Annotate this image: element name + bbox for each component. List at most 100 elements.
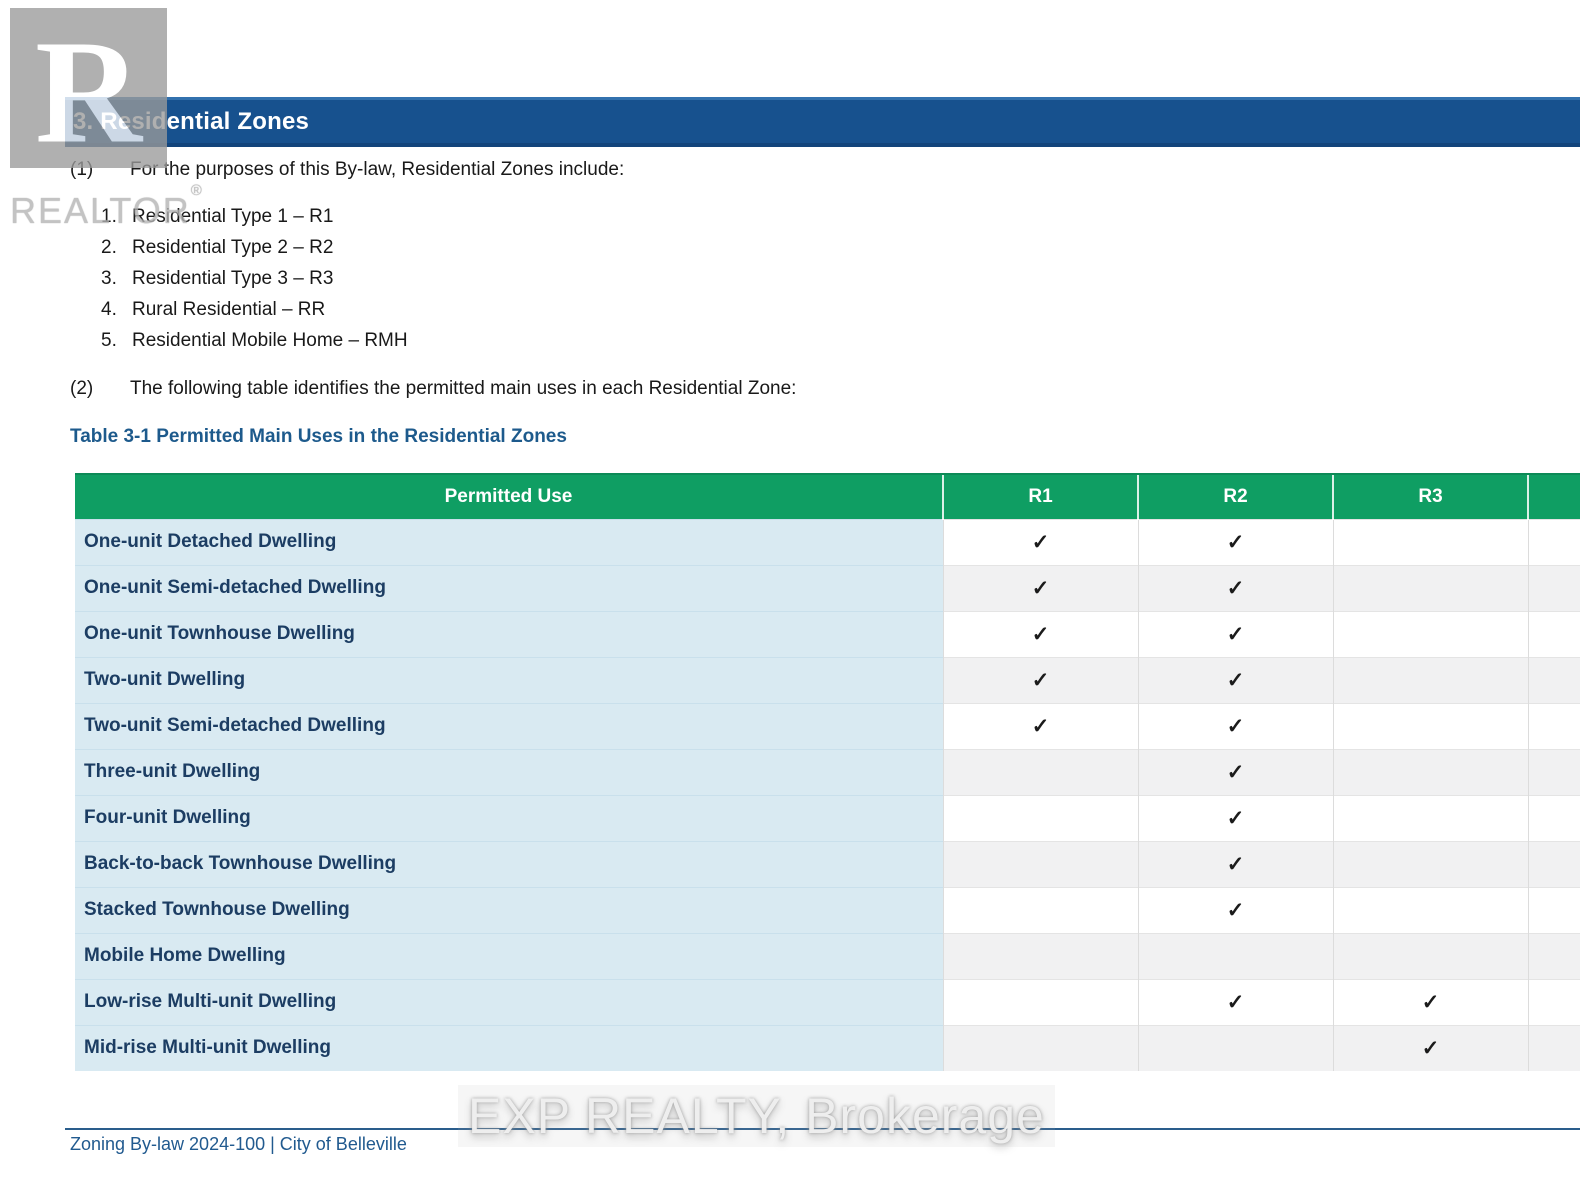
realtor-watermark: R REALTOR® [10,8,204,232]
zone-list-item: 2. Residential Type 2 – R2 [101,237,333,259]
registered-trademark-icon: ® [190,182,204,199]
empty-cell [1332,748,1528,795]
empty-cell [1332,564,1528,611]
table-row: Stacked Townhouse Dwelling ✓ [75,886,1580,933]
zone-item-text: Residential Mobile Home – RMH [132,330,408,351]
realtor-logo-icon: R [10,8,167,168]
zone-item-text: Rural Residential – RR [132,299,326,320]
empty-cell [942,978,1138,1025]
realtor-r-glyph: R [35,10,142,168]
checkmark-icon: ✓ [1137,702,1333,749]
permitted-use-label: Two-unit Dwelling [75,656,943,703]
empty-cell [942,840,1138,887]
permitted-use-label: One-unit Detached Dwelling [75,518,943,565]
empty-cell [942,1024,1138,1071]
permitted-use-label: Stacked Townhouse Dwelling [75,886,943,933]
permitted-use-label: Four-unit Dwelling [75,794,943,841]
empty-cell [1527,1024,1580,1071]
table-row: Three-unit Dwelling ✓ [75,748,1580,795]
realtor-word-text: REALTOR [10,190,191,231]
empty-cell [1332,840,1528,887]
column-header-r3: R3 [1332,473,1528,519]
zone-item-text: Residential Type 1 – R1 [132,206,334,227]
column-header-r1: R1 [942,473,1138,519]
realtor-word: REALTOR® [10,182,204,232]
empty-cell [1332,794,1528,841]
column-header-clipped [1527,473,1580,519]
checkmark-icon: ✓ [942,656,1138,703]
table-caption: Table 3-1 Permitted Main Uses in the Res… [70,426,567,447]
empty-cell [1332,518,1528,565]
checkmark-icon: ✓ [1332,1024,1528,1071]
zone-item-number: 4. [101,299,117,320]
table-row: One-unit Detached Dwelling ✓ ✓ [75,518,1580,565]
column-header-r2: R2 [1137,473,1333,519]
empty-cell [1527,656,1580,703]
checkmark-icon: ✓ [942,518,1138,565]
zone-list-item: 3. Residential Type 3 – R3 [101,268,333,290]
zone-list-item: 1. Residential Type 1 – R1 [101,206,333,228]
checkmark-icon: ✓ [1137,748,1333,795]
empty-cell [942,794,1138,841]
clause-1-text: For the purposes of this By-law, Residen… [130,159,625,180]
empty-cell [1527,610,1580,657]
checkmark-icon: ✓ [1137,564,1333,611]
footer-rule [65,1128,1580,1130]
column-header-permitted-use: Permitted Use [75,473,943,519]
zone-item-number: 2. [101,237,117,258]
zone-item-number: 1. [101,206,117,227]
footer-text: Zoning By-law 2024-100 | City of Bellevi… [70,1134,407,1154]
clause-2-number: (2) [70,378,94,399]
empty-cell [1527,564,1580,611]
empty-cell [942,932,1138,979]
permitted-use-label: One-unit Townhouse Dwelling [75,610,943,657]
zone-item-text: Residential Type 3 – R3 [132,268,334,289]
table-row: Mid-rise Multi-unit Dwelling ✓ [75,1024,1580,1071]
table-row: One-unit Semi-detached Dwelling ✓ ✓ [75,564,1580,611]
checkmark-icon: ✓ [1137,840,1333,887]
empty-cell [1527,794,1580,841]
empty-cell [1527,886,1580,933]
empty-cell [1527,518,1580,565]
empty-cell [1332,610,1528,657]
empty-cell [1527,702,1580,749]
table-row: Low-rise Multi-unit Dwelling ✓ ✓ [75,978,1580,1025]
checkmark-icon: ✓ [1137,518,1333,565]
empty-cell [1332,656,1528,703]
empty-cell [1527,840,1580,887]
checkmark-icon: ✓ [1137,978,1333,1025]
permitted-uses-table-wrap: Permitted Use R1 R2 R3 One-unit Detached Dw… [75,473,1580,1071]
zone-item-text: Residential Type 2 – R2 [132,237,334,258]
checkmark-icon: ✓ [1332,978,1528,1025]
clause-2-text: The following table identifies the permi… [130,378,797,399]
empty-cell [1527,748,1580,795]
permitted-use-label: One-unit Semi-detached Dwelling [75,564,943,611]
checkmark-icon: ✓ [942,564,1138,611]
table-row: Two-unit Dwelling ✓ ✓ [75,656,1580,703]
permitted-use-label: Mid-rise Multi-unit Dwelling [75,1024,943,1071]
empty-cell [1137,1024,1333,1071]
checkmark-icon: ✓ [1137,886,1333,933]
checkmark-icon: ✓ [1137,794,1333,841]
table-row: Mobile Home Dwelling [75,932,1580,979]
empty-cell [1137,932,1333,979]
permitted-use-label: Mobile Home Dwelling [75,932,943,979]
table-row: One-unit Townhouse Dwelling ✓ ✓ [75,610,1580,657]
empty-cell [942,748,1138,795]
clause-2: (2) The following table identifies the pe… [70,378,796,400]
permitted-uses-table: Permitted Use R1 R2 R3 One-unit Detached Dw… [75,473,1580,1071]
table-row: Four-unit Dwelling ✓ [75,794,1580,841]
table-row: Two-unit Semi-detached Dwelling ✓ ✓ [75,702,1580,749]
empty-cell [942,886,1138,933]
checkmark-icon: ✓ [942,610,1138,657]
checkmark-icon: ✓ [1137,610,1333,657]
exp-realty-watermark: EXP REALTY, Brokerage [458,1085,1055,1147]
permitted-use-label: Two-unit Semi-detached Dwelling [75,702,943,749]
empty-cell [1527,978,1580,1025]
table-row: Back-to-back Townhouse Dwelling ✓ [75,840,1580,887]
permitted-use-label: Back-to-back Townhouse Dwelling [75,840,943,887]
zone-item-number: 5. [101,330,117,351]
checkmark-icon: ✓ [942,702,1138,749]
zone-item-number: 3. [101,268,117,289]
